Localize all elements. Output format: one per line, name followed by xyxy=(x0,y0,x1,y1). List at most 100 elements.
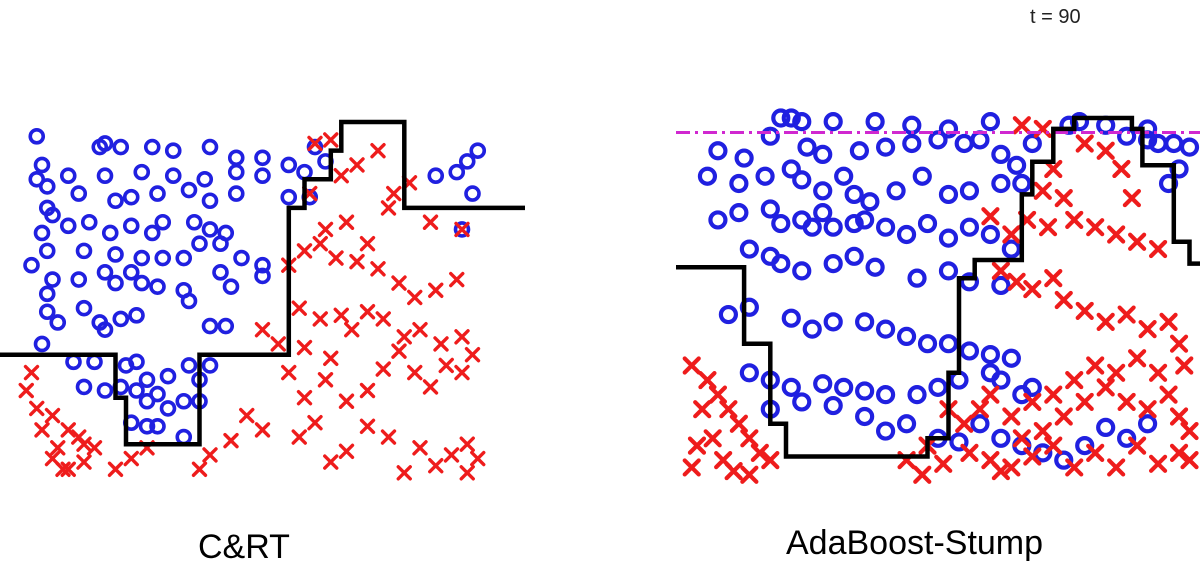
negative-point xyxy=(428,457,444,474)
negative-point xyxy=(349,253,365,270)
positive-point xyxy=(38,178,56,195)
negative-point xyxy=(396,465,412,481)
positive-point xyxy=(792,170,812,190)
positive-point xyxy=(959,217,980,237)
negative-point xyxy=(454,329,470,345)
positive-point xyxy=(813,181,833,201)
positive-point xyxy=(196,170,214,188)
negative-point xyxy=(1007,272,1026,291)
positive-point xyxy=(180,292,198,310)
positive-point xyxy=(781,159,801,179)
positive-point xyxy=(718,304,739,325)
positive-point xyxy=(227,163,245,181)
positive-point xyxy=(233,249,250,267)
positive-point xyxy=(75,299,93,317)
positive-point xyxy=(855,312,875,332)
negative-point xyxy=(1107,363,1126,382)
positive-point xyxy=(954,133,974,154)
positive-point xyxy=(222,278,240,295)
negative-point xyxy=(1044,385,1063,404)
negative-point xyxy=(1175,356,1194,375)
positive-point xyxy=(448,163,466,181)
positive-point xyxy=(991,428,1011,448)
negative-point xyxy=(86,440,103,456)
negative-point xyxy=(1128,232,1147,251)
positive-point xyxy=(112,310,130,328)
positive-point xyxy=(427,167,445,184)
positive-point xyxy=(464,185,481,202)
positive-point xyxy=(38,242,56,260)
negative-point xyxy=(312,236,328,252)
negative-point xyxy=(375,361,391,377)
positive-point xyxy=(212,264,229,281)
negative-point xyxy=(412,440,428,456)
negative-point xyxy=(1107,458,1126,477)
positive-point xyxy=(959,341,980,361)
negative-point xyxy=(270,336,286,352)
negative-point xyxy=(991,261,1010,280)
negative-point xyxy=(76,454,92,470)
positive-point xyxy=(159,367,177,385)
negative-point xyxy=(60,422,76,438)
positive-point xyxy=(122,217,140,235)
positive-point xyxy=(227,185,245,202)
negative-point xyxy=(344,321,360,338)
negative-point xyxy=(454,221,470,238)
negative-point xyxy=(1117,392,1136,412)
positive-point xyxy=(823,112,843,132)
positive-point xyxy=(729,173,749,194)
negative-point xyxy=(281,364,297,381)
positive-point xyxy=(149,417,166,435)
negative-point xyxy=(1075,392,1094,412)
negative-point xyxy=(239,407,255,424)
positive-point xyxy=(813,203,833,223)
positive-point xyxy=(159,400,177,417)
positive-point xyxy=(180,357,198,374)
positive-point xyxy=(164,142,182,159)
negative-point xyxy=(44,450,61,467)
negative-point xyxy=(328,250,344,266)
negative-point xyxy=(1159,385,1178,404)
positive-point xyxy=(823,395,843,416)
negative-point xyxy=(1023,392,1042,412)
negative-point xyxy=(1180,421,1199,441)
negative-point xyxy=(991,461,1010,481)
positive-point xyxy=(44,271,61,288)
positive-point xyxy=(133,249,151,267)
positive-point xyxy=(138,371,156,389)
negative-point xyxy=(729,414,748,433)
negative-point xyxy=(370,261,386,277)
positive-point xyxy=(107,192,124,210)
positive-point xyxy=(760,199,780,219)
negative-point xyxy=(380,429,397,445)
positive-point xyxy=(33,156,51,174)
positive-point xyxy=(949,432,969,452)
positive-point xyxy=(86,353,103,371)
positive-point xyxy=(254,267,271,285)
positive-point xyxy=(75,378,93,396)
negative-point xyxy=(1023,447,1042,466)
negative-point xyxy=(1044,269,1063,288)
positive-point xyxy=(201,221,219,238)
negative-point xyxy=(1086,443,1105,462)
positive-point xyxy=(823,217,843,237)
positive-point xyxy=(875,421,896,441)
positive-point xyxy=(175,392,193,410)
positive-point xyxy=(855,406,875,427)
positive-point xyxy=(59,167,77,184)
negative-point xyxy=(459,436,475,452)
negative-point xyxy=(1169,407,1189,426)
negative-point xyxy=(1128,349,1147,368)
positive-point xyxy=(980,224,1001,245)
negative-point xyxy=(338,443,355,460)
negative-point xyxy=(370,142,386,159)
negative-point xyxy=(1180,451,1199,470)
negative-point xyxy=(338,393,355,409)
negative-point xyxy=(470,450,486,467)
negative-point xyxy=(50,440,66,456)
negative-point xyxy=(1002,407,1021,426)
positive-point xyxy=(991,144,1011,164)
positive-point xyxy=(823,312,843,332)
positive-point xyxy=(133,274,151,292)
positive-point xyxy=(101,224,119,242)
